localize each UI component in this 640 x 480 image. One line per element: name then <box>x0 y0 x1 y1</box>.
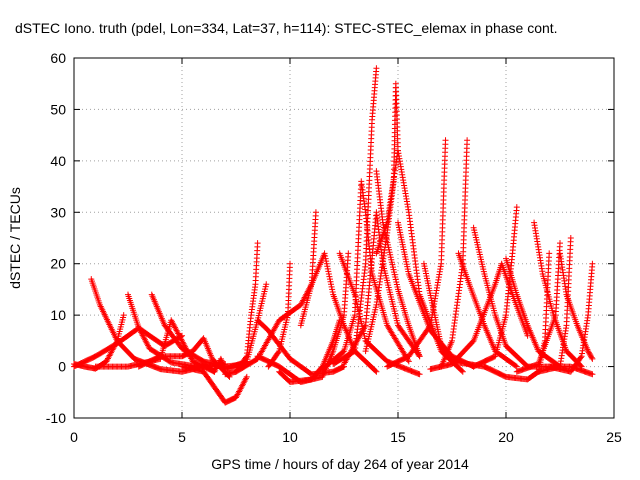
series-trace <box>546 363 596 378</box>
data-point <box>243 373 250 380</box>
series-trace <box>524 260 596 375</box>
y-tick-label: 30 <box>50 204 66 220</box>
data-point <box>325 271 332 277</box>
x-tick-label: 15 <box>390 429 406 445</box>
series-trace <box>531 219 585 370</box>
y-tick-label: -10 <box>46 410 66 426</box>
data-point <box>328 281 335 288</box>
data-point <box>322 253 329 259</box>
data-point <box>328 283 335 290</box>
data-point <box>589 371 596 378</box>
data-point <box>567 235 574 241</box>
x-ticks: 0 5 10 15 20 25 <box>70 58 622 445</box>
data-point <box>373 65 380 72</box>
data-point <box>442 137 449 144</box>
data-point <box>416 353 423 360</box>
data-point <box>458 367 465 374</box>
x-tick-label: 25 <box>606 429 622 445</box>
series-trace <box>470 204 520 370</box>
data-point <box>217 355 224 362</box>
y-tick-label: 60 <box>50 50 66 66</box>
data-point <box>589 355 596 362</box>
series-trace <box>427 260 531 373</box>
data-point <box>242 354 249 361</box>
data-point <box>361 323 368 330</box>
series-trace <box>481 250 553 383</box>
series-trace <box>470 224 531 370</box>
data-point <box>426 323 433 330</box>
series-trace <box>200 281 270 375</box>
data-point <box>459 368 466 375</box>
plot-area-border <box>73 57 615 419</box>
data-point <box>120 312 127 319</box>
data-point <box>513 363 520 370</box>
data-point <box>243 375 250 382</box>
data-point <box>546 250 553 257</box>
data-point <box>323 260 330 267</box>
x-axis-label: GPS time / hours of day 264 of year 2014 <box>211 456 469 472</box>
data-point <box>513 204 520 211</box>
data-point <box>588 354 595 361</box>
data-point <box>287 260 293 267</box>
data-point <box>254 240 261 247</box>
data-point <box>589 260 596 267</box>
data-point <box>218 357 225 364</box>
data-point <box>326 273 333 280</box>
data-point <box>512 362 519 369</box>
y-tick-label: 40 <box>50 153 66 169</box>
y-axis-label: dSTEC / TECUs <box>7 187 23 289</box>
data-point <box>219 358 226 365</box>
data-point <box>587 352 594 358</box>
data-point <box>405 358 412 365</box>
data-point <box>220 361 227 368</box>
series-trace <box>384 137 449 370</box>
data-point <box>324 263 331 270</box>
data-point <box>329 289 336 295</box>
data-point <box>321 250 328 257</box>
x-tick-label: 0 <box>70 429 78 445</box>
series-trace <box>455 250 520 370</box>
data-point <box>587 353 594 360</box>
data-point <box>325 268 332 275</box>
y-tick-label: 20 <box>50 256 66 272</box>
data-point <box>577 354 584 361</box>
data-point <box>323 258 330 265</box>
series-trace <box>265 260 293 370</box>
data-point <box>345 250 352 257</box>
series-trace <box>276 317 343 385</box>
data-point <box>416 371 423 378</box>
data-point <box>372 367 379 374</box>
data-point <box>586 350 593 357</box>
data-point <box>263 281 270 288</box>
y-tick-label: 50 <box>50 101 66 117</box>
data-point <box>329 286 336 293</box>
data-point <box>219 360 226 367</box>
series-trace <box>179 363 250 406</box>
data-point <box>464 137 471 144</box>
data-point <box>322 255 329 262</box>
data-point <box>312 209 319 216</box>
data-point <box>275 349 282 356</box>
data-point <box>324 265 331 272</box>
data-point <box>326 276 333 283</box>
y-tick-label: 0 <box>58 359 66 375</box>
data-point <box>373 368 380 375</box>
data-point <box>585 349 592 356</box>
y-ticks: -10 0 10 20 30 40 50 60 <box>46 50 614 426</box>
data-point <box>578 363 585 370</box>
data-point <box>585 348 592 355</box>
chart-title: dSTEC Iono. truth (pdel, Lon=334, Lat=37… <box>15 20 558 36</box>
x-tick-label: 20 <box>498 429 514 445</box>
y-tick-label: 10 <box>50 307 66 323</box>
data-point <box>557 240 563 247</box>
series-trace <box>330 65 380 367</box>
data-points <box>71 65 596 406</box>
x-tick-label: 10 <box>282 429 298 445</box>
series-trace <box>222 240 261 378</box>
x-tick-label: 5 <box>178 429 186 445</box>
data-point <box>327 278 334 285</box>
